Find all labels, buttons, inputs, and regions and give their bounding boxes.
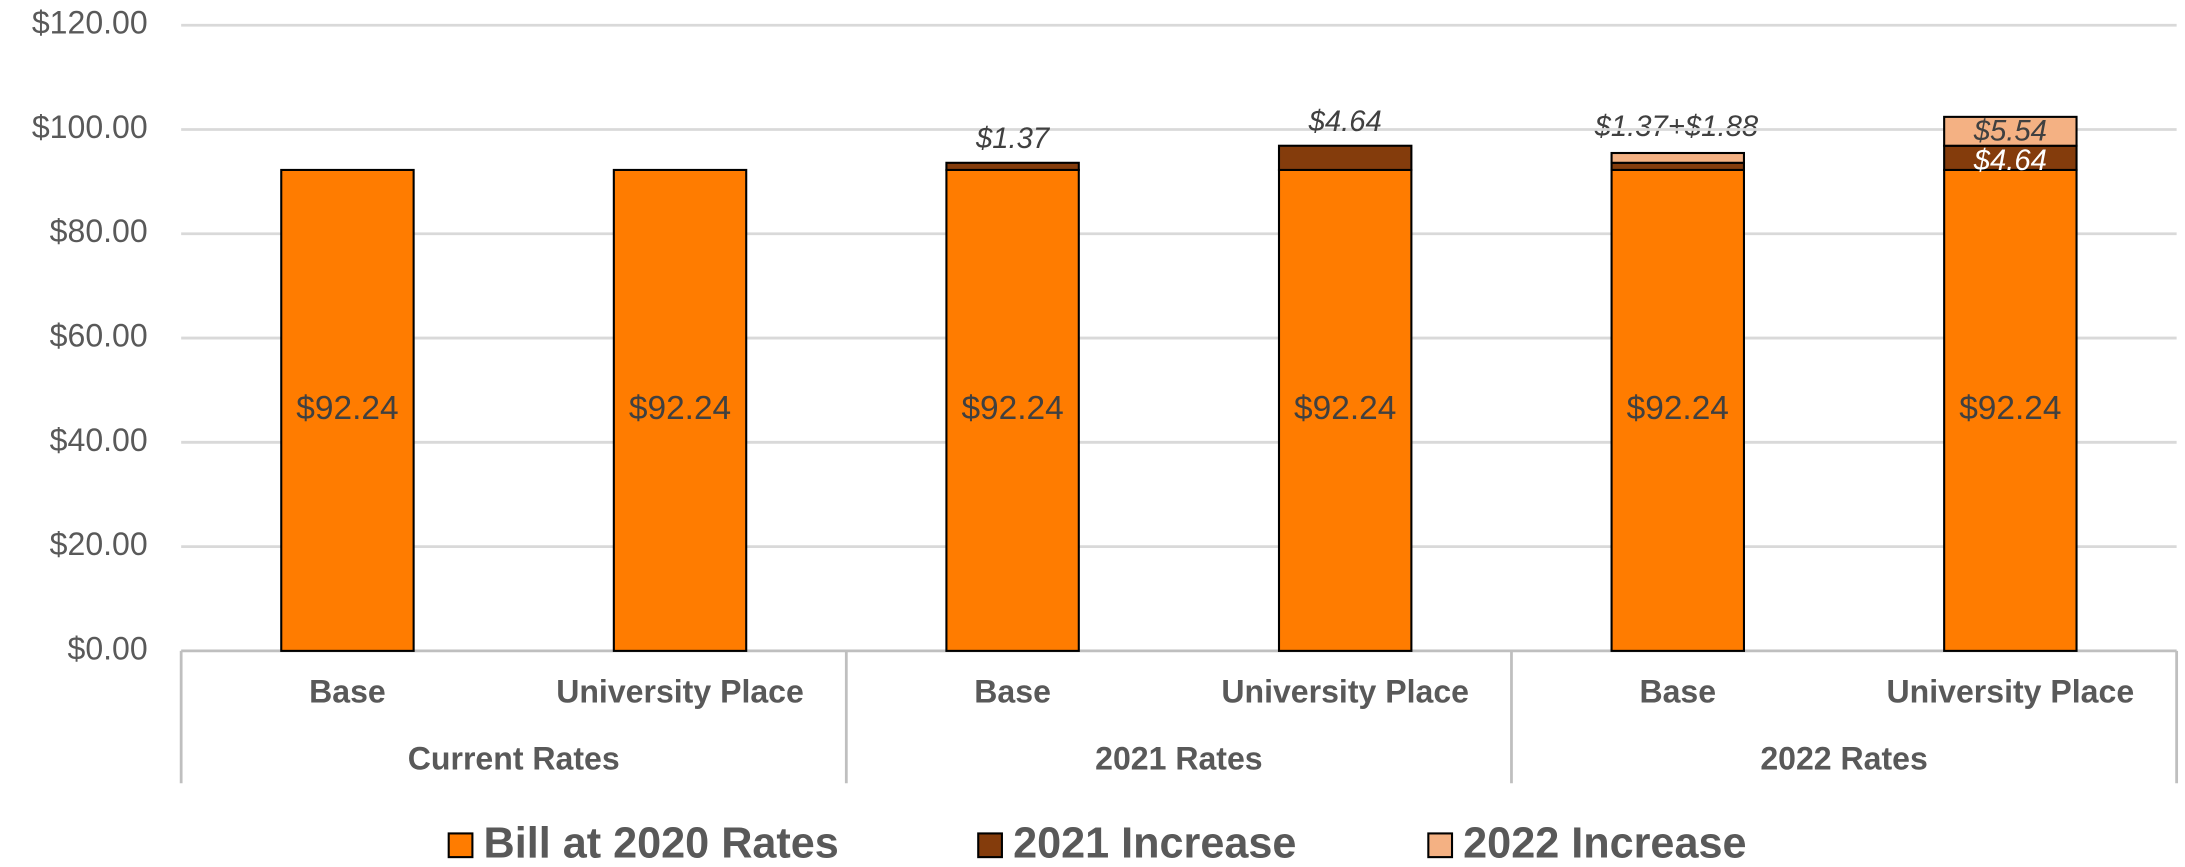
data-label: $92.24 [296, 390, 398, 427]
data-label: $92.24 [1294, 390, 1396, 427]
data-label: $4.64 [1308, 106, 1382, 138]
data-label: $92.24 [1627, 390, 1729, 427]
bar-segment [945, 168, 1080, 652]
group-label: 2022 Rates [1760, 740, 1927, 776]
data-label: $92.24 [961, 390, 1063, 427]
legend-label: Bill at 2020 Rates [484, 819, 839, 867]
legend-swatch [1427, 832, 1454, 859]
bar-segment [1610, 168, 1746, 652]
group-label: Current Rates [408, 740, 620, 776]
bar-segment [612, 168, 748, 652]
y-tick-label: $20.00 [50, 526, 148, 562]
legend-label: 2022 Increase [1463, 819, 1746, 867]
x-tick-label: Base [309, 674, 386, 710]
y-tick-label: $60.00 [50, 318, 148, 354]
y-tick-label: $40.00 [50, 422, 148, 458]
bar-segment [280, 168, 415, 652]
data-label: $5.54 [1973, 115, 2047, 147]
bar-segment [1610, 151, 1746, 164]
y-tick-label: $120.00 [32, 5, 148, 41]
x-tick-label: University Place [1887, 674, 2135, 710]
data-label: $4.64 [1973, 145, 2047, 177]
y-tick-label: $80.00 [50, 213, 148, 249]
x-tick-label: Base [1639, 674, 1716, 710]
bar-segment [1277, 144, 1413, 171]
bar-segment [1943, 115, 2078, 147]
y-tick-label: $100.00 [32, 109, 148, 145]
data-label: $92.24 [629, 390, 731, 427]
legend-swatch [447, 832, 474, 859]
legend-label: 2021 Increase [1013, 819, 1296, 867]
x-tick-label: University Place [556, 674, 804, 710]
data-label: $1.37 [975, 123, 1051, 155]
annotation: $1.37+$1.88 [1594, 111, 1759, 143]
bar-segment [1277, 168, 1413, 652]
x-tick-label: University Place [1221, 674, 1469, 710]
legend-swatch [977, 832, 1003, 859]
y-tick-label: $0.00 [68, 630, 148, 666]
bar-segment [945, 161, 1080, 171]
bar-segment [1610, 161, 1746, 171]
data-label: $92.24 [1959, 390, 2061, 427]
group-label: 2021 Rates [1095, 740, 1262, 776]
x-tick-label: Base [974, 674, 1051, 710]
